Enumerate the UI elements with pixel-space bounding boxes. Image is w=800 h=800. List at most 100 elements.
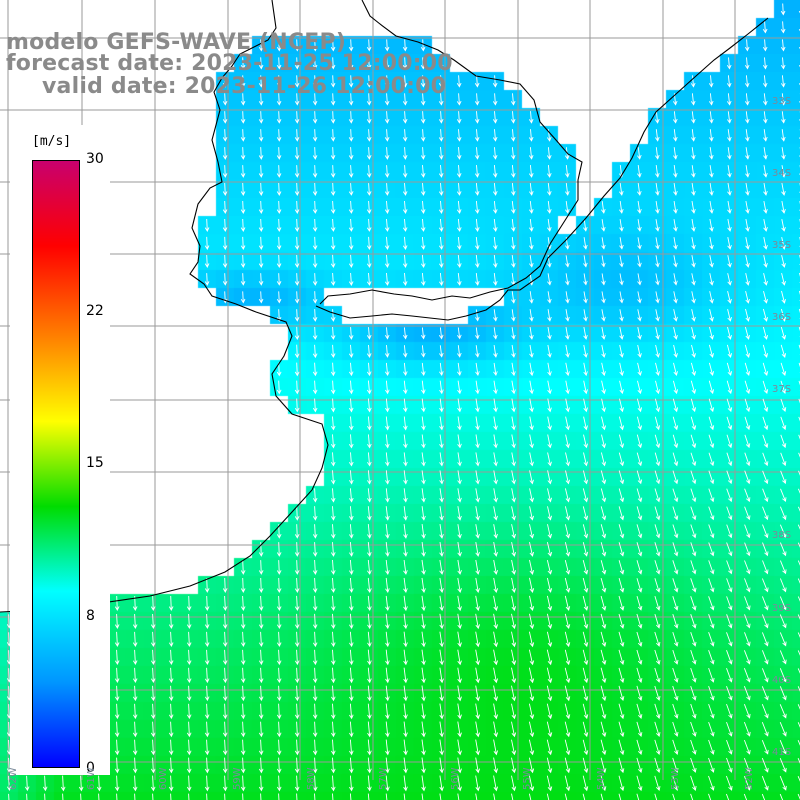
wind-arrow	[276, 57, 282, 70]
wind-arrow	[762, 452, 769, 467]
wind-arrow	[384, 75, 390, 88]
wind-arrow	[420, 272, 426, 286]
wind-arrow	[150, 631, 156, 648]
wind-arrow	[475, 434, 480, 449]
wind-arrow	[475, 793, 478, 800]
wind-arrow	[384, 147, 390, 160]
wind-arrow	[546, 721, 553, 738]
wind-arrow	[636, 793, 640, 800]
wind-arrow	[529, 398, 534, 413]
wind-arrow	[655, 201, 660, 214]
wind-arrow	[276, 703, 282, 720]
wind-arrow	[673, 344, 678, 358]
wind-arrow	[114, 721, 120, 738]
wind-arrow	[779, 650, 787, 665]
wind-arrow	[493, 201, 498, 214]
wind-arrow	[457, 613, 462, 630]
wind-arrow	[654, 739, 661, 755]
wind-arrow	[637, 344, 642, 358]
wind-arrow	[204, 703, 210, 720]
wind-arrow	[492, 165, 498, 178]
wind-arrow	[474, 200, 480, 214]
wind-arrow	[276, 39, 282, 52]
wind-arrow	[276, 595, 282, 611]
wind-arrow	[654, 613, 661, 629]
wind-arrow	[493, 488, 498, 503]
wind-arrow	[403, 362, 408, 377]
wind-arrow	[330, 434, 336, 449]
wind-arrow	[439, 398, 444, 413]
wind-arrow	[779, 596, 787, 611]
wind-arrow	[475, 595, 480, 612]
wind-arrow	[510, 111, 516, 124]
wind-arrow	[601, 362, 606, 377]
wind-arrow	[349, 667, 354, 684]
wind-arrow	[564, 739, 571, 756]
wind-arrow	[439, 272, 444, 286]
wind-arrow	[745, 290, 750, 304]
wind-arrow	[546, 667, 553, 684]
wind-arrow	[655, 291, 660, 304]
wind-arrow	[186, 613, 192, 629]
wind-arrow	[403, 721, 408, 738]
wind-arrow	[546, 649, 553, 666]
wind-arrow	[114, 631, 120, 648]
wind-arrow	[456, 218, 462, 232]
wind-arrow	[276, 560, 282, 575]
wind-arrow	[492, 93, 498, 106]
wind-arrow	[439, 434, 444, 449]
wind-arrow	[708, 93, 714, 106]
wind-arrow	[582, 703, 589, 720]
wind-arrow	[762, 380, 769, 394]
wind-arrow	[457, 416, 462, 431]
wind-arrow	[439, 542, 444, 557]
wind-arrow	[493, 703, 499, 720]
wind-arrow	[672, 721, 679, 737]
wind-arrow	[583, 452, 589, 467]
wind-arrow	[673, 165, 678, 178]
wind-arrow	[204, 273, 210, 286]
wind-arrow	[600, 685, 607, 702]
wind-arrow	[312, 649, 318, 666]
lon-label: 54W	[596, 767, 607, 790]
wind-arrow	[779, 775, 787, 791]
wind-arrow	[457, 452, 462, 467]
wind-arrow	[637, 201, 642, 214]
wind-arrow	[114, 649, 120, 666]
wind-arrow	[294, 273, 300, 286]
wind-arrow	[618, 595, 625, 611]
wind-arrow	[637, 362, 642, 377]
wind-arrow	[475, 542, 480, 557]
wind-arrow	[600, 667, 607, 684]
wind-arrow	[258, 703, 264, 720]
wind-arrow	[420, 200, 426, 214]
wind-arrow	[8, 793, 10, 800]
colorbar-tick-22: 22	[86, 303, 104, 319]
wind-arrow	[511, 416, 516, 431]
wind-arrow	[349, 631, 354, 648]
wind-arrow	[258, 218, 264, 232]
wind-arrow	[367, 506, 372, 521]
wind-arrow	[60, 775, 66, 792]
wind-arrow	[797, 560, 800, 566]
wind-arrow	[348, 236, 354, 251]
wind-arrow	[744, 344, 751, 359]
wind-arrow	[781, 201, 786, 214]
wind-arrow	[349, 721, 354, 738]
wind-arrow	[367, 559, 372, 575]
wind-arrow	[690, 416, 697, 431]
wind-arrow	[618, 416, 625, 431]
wind-arrow	[475, 309, 480, 322]
wind-arrow	[457, 488, 462, 503]
wind-arrow	[727, 111, 732, 124]
wind-arrow	[565, 470, 571, 485]
wind-arrow	[636, 757, 643, 773]
wind-arrow	[529, 577, 535, 594]
lon-label: 56W	[450, 767, 461, 790]
wind-arrow	[294, 506, 300, 521]
wind-arrow	[168, 739, 174, 756]
wind-arrow	[690, 721, 697, 737]
wind-arrow	[186, 757, 192, 774]
wind-arrow	[421, 452, 426, 467]
wind-arrow	[222, 595, 228, 611]
